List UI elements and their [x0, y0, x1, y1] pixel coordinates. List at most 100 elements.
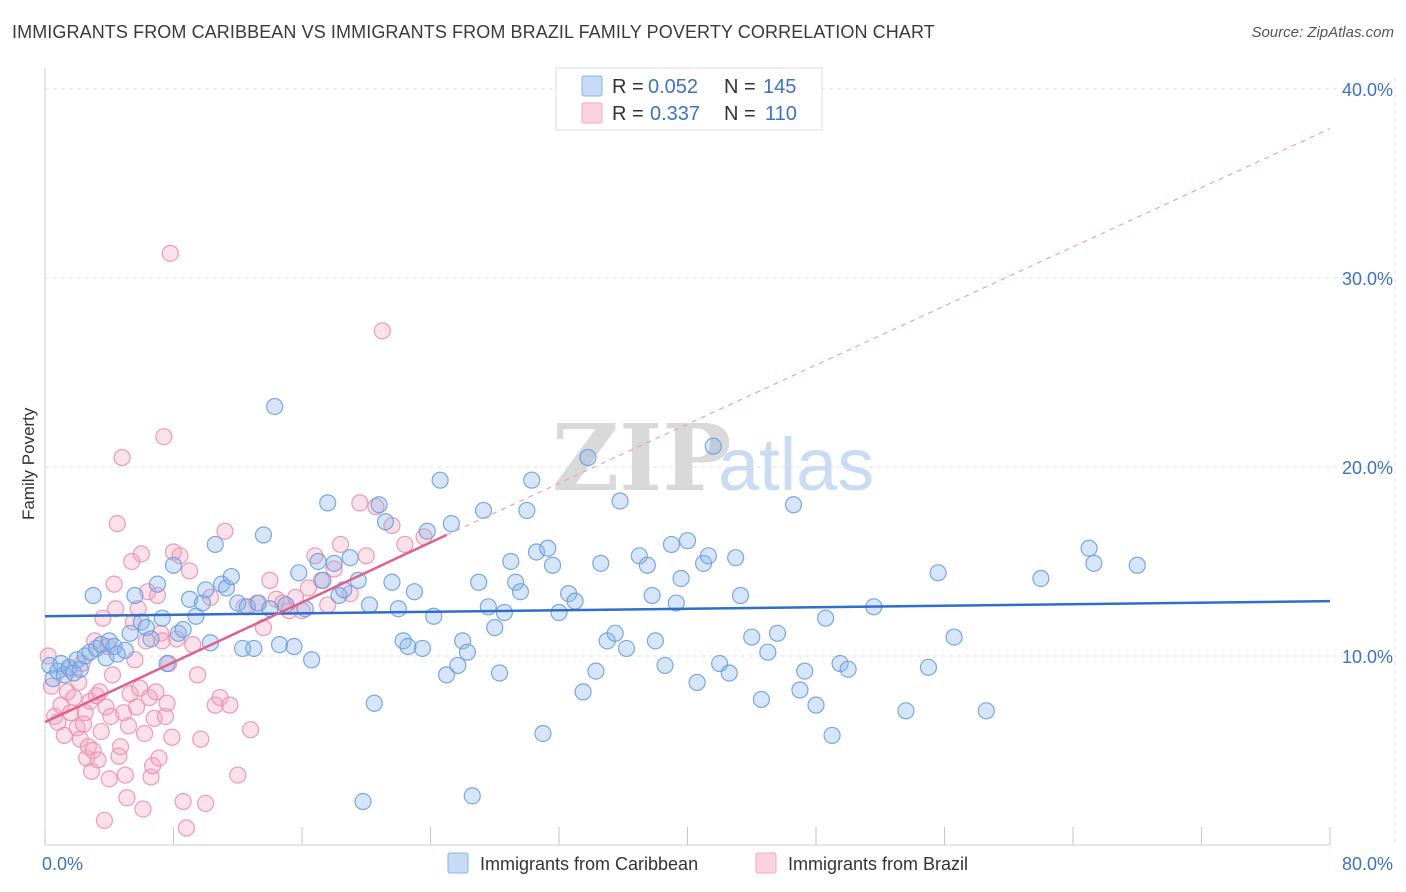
data-point — [617, 639, 636, 658]
data-point — [65, 688, 83, 707]
data-point — [84, 586, 102, 605]
data-point — [325, 554, 343, 572]
data-point — [155, 428, 173, 446]
data-point — [108, 515, 126, 533]
data-point — [129, 600, 147, 618]
legend-r-label-1: R = — [612, 76, 644, 98]
data-point — [643, 586, 661, 605]
data-point — [539, 539, 557, 557]
data-point — [490, 664, 509, 682]
data-point — [92, 636, 110, 654]
data-point — [285, 637, 303, 656]
legend-r-label-2: R = — [612, 103, 644, 125]
data-point — [309, 552, 327, 571]
data-point — [229, 594, 247, 612]
data-point — [314, 571, 332, 589]
data-point — [351, 494, 369, 512]
data-point — [95, 811, 114, 830]
data-point — [470, 573, 488, 591]
data-point — [817, 609, 835, 627]
data-point — [945, 628, 963, 646]
data-point — [897, 702, 915, 720]
data-point — [331, 535, 350, 554]
legend-n-value-1: 145 — [763, 76, 796, 98]
chart-title: IMMIGRANTS FROM CARIBBEAN VS IMMIGRANTS … — [12, 22, 935, 42]
data-point — [52, 654, 70, 673]
data-point — [474, 501, 493, 520]
data-point — [929, 564, 947, 582]
data-point — [807, 696, 825, 714]
data-point — [325, 560, 343, 578]
series-legend-brazil: Immigrants from Brazil — [788, 854, 968, 874]
data-point — [153, 609, 171, 627]
data-point — [174, 792, 192, 811]
data-point — [574, 683, 592, 701]
data-point — [511, 583, 530, 601]
data-point — [389, 600, 407, 618]
data-point — [245, 639, 263, 658]
data-point — [206, 535, 224, 554]
data-point — [399, 637, 417, 656]
legend-n-label-1: N = — [724, 76, 756, 98]
data-point — [193, 594, 212, 612]
data-point — [731, 586, 750, 605]
data-point — [518, 501, 536, 520]
legend-swatch-caribbean — [581, 75, 603, 97]
data-point — [479, 598, 497, 616]
data-point — [550, 603, 568, 622]
legend-n-value-2: 110 — [765, 103, 797, 125]
data-point — [688, 673, 706, 692]
data-point — [418, 522, 436, 540]
x-tick-label: 80.0% — [1342, 854, 1393, 874]
data-point — [97, 698, 115, 716]
data-point — [108, 645, 126, 663]
y-tick-label: 40.0% — [1342, 80, 1393, 100]
data-point — [606, 624, 624, 642]
data-point — [197, 794, 215, 813]
data-point — [839, 660, 857, 678]
data-point — [523, 471, 541, 489]
data-point — [150, 749, 168, 767]
data-point — [458, 643, 477, 661]
data-point — [534, 724, 552, 743]
data-point — [667, 594, 685, 612]
data-point — [449, 656, 467, 675]
data-point — [405, 583, 424, 601]
data-point — [70, 673, 88, 692]
data-point — [656, 656, 674, 675]
data-point — [678, 532, 697, 550]
data-point — [68, 651, 86, 669]
data-point — [156, 707, 175, 726]
y-tick-label: 10.0% — [1342, 647, 1393, 667]
data-point — [180, 590, 199, 608]
data-point — [1080, 539, 1098, 557]
data-point — [290, 564, 308, 582]
source-label: Source: ZipAtlas.com — [1251, 24, 1394, 41]
data-point — [357, 547, 375, 565]
data-point — [463, 787, 481, 805]
data-point — [566, 592, 584, 610]
data-point — [442, 515, 460, 533]
data-point — [413, 639, 432, 658]
data-point — [495, 603, 513, 622]
data-point — [919, 658, 938, 676]
data-point — [171, 547, 189, 565]
data-point — [102, 707, 120, 726]
data-point — [354, 792, 372, 811]
data-point — [527, 543, 546, 561]
data-point — [118, 789, 136, 807]
trend-lines — [44, 128, 1331, 724]
data-point — [977, 702, 995, 720]
data-point — [784, 496, 803, 514]
trend-line-brazil — [44, 533, 448, 724]
data-point — [177, 819, 195, 837]
series-legend-caribbean: Immigrants from Caribbean — [480, 854, 698, 874]
data-point — [192, 730, 210, 748]
data-point — [365, 694, 383, 712]
data-point — [266, 397, 284, 416]
data-point — [1032, 569, 1050, 588]
data-point — [254, 526, 273, 544]
data-point — [759, 643, 777, 661]
data-point — [92, 722, 110, 741]
watermark-atlas: atlas — [718, 423, 874, 506]
